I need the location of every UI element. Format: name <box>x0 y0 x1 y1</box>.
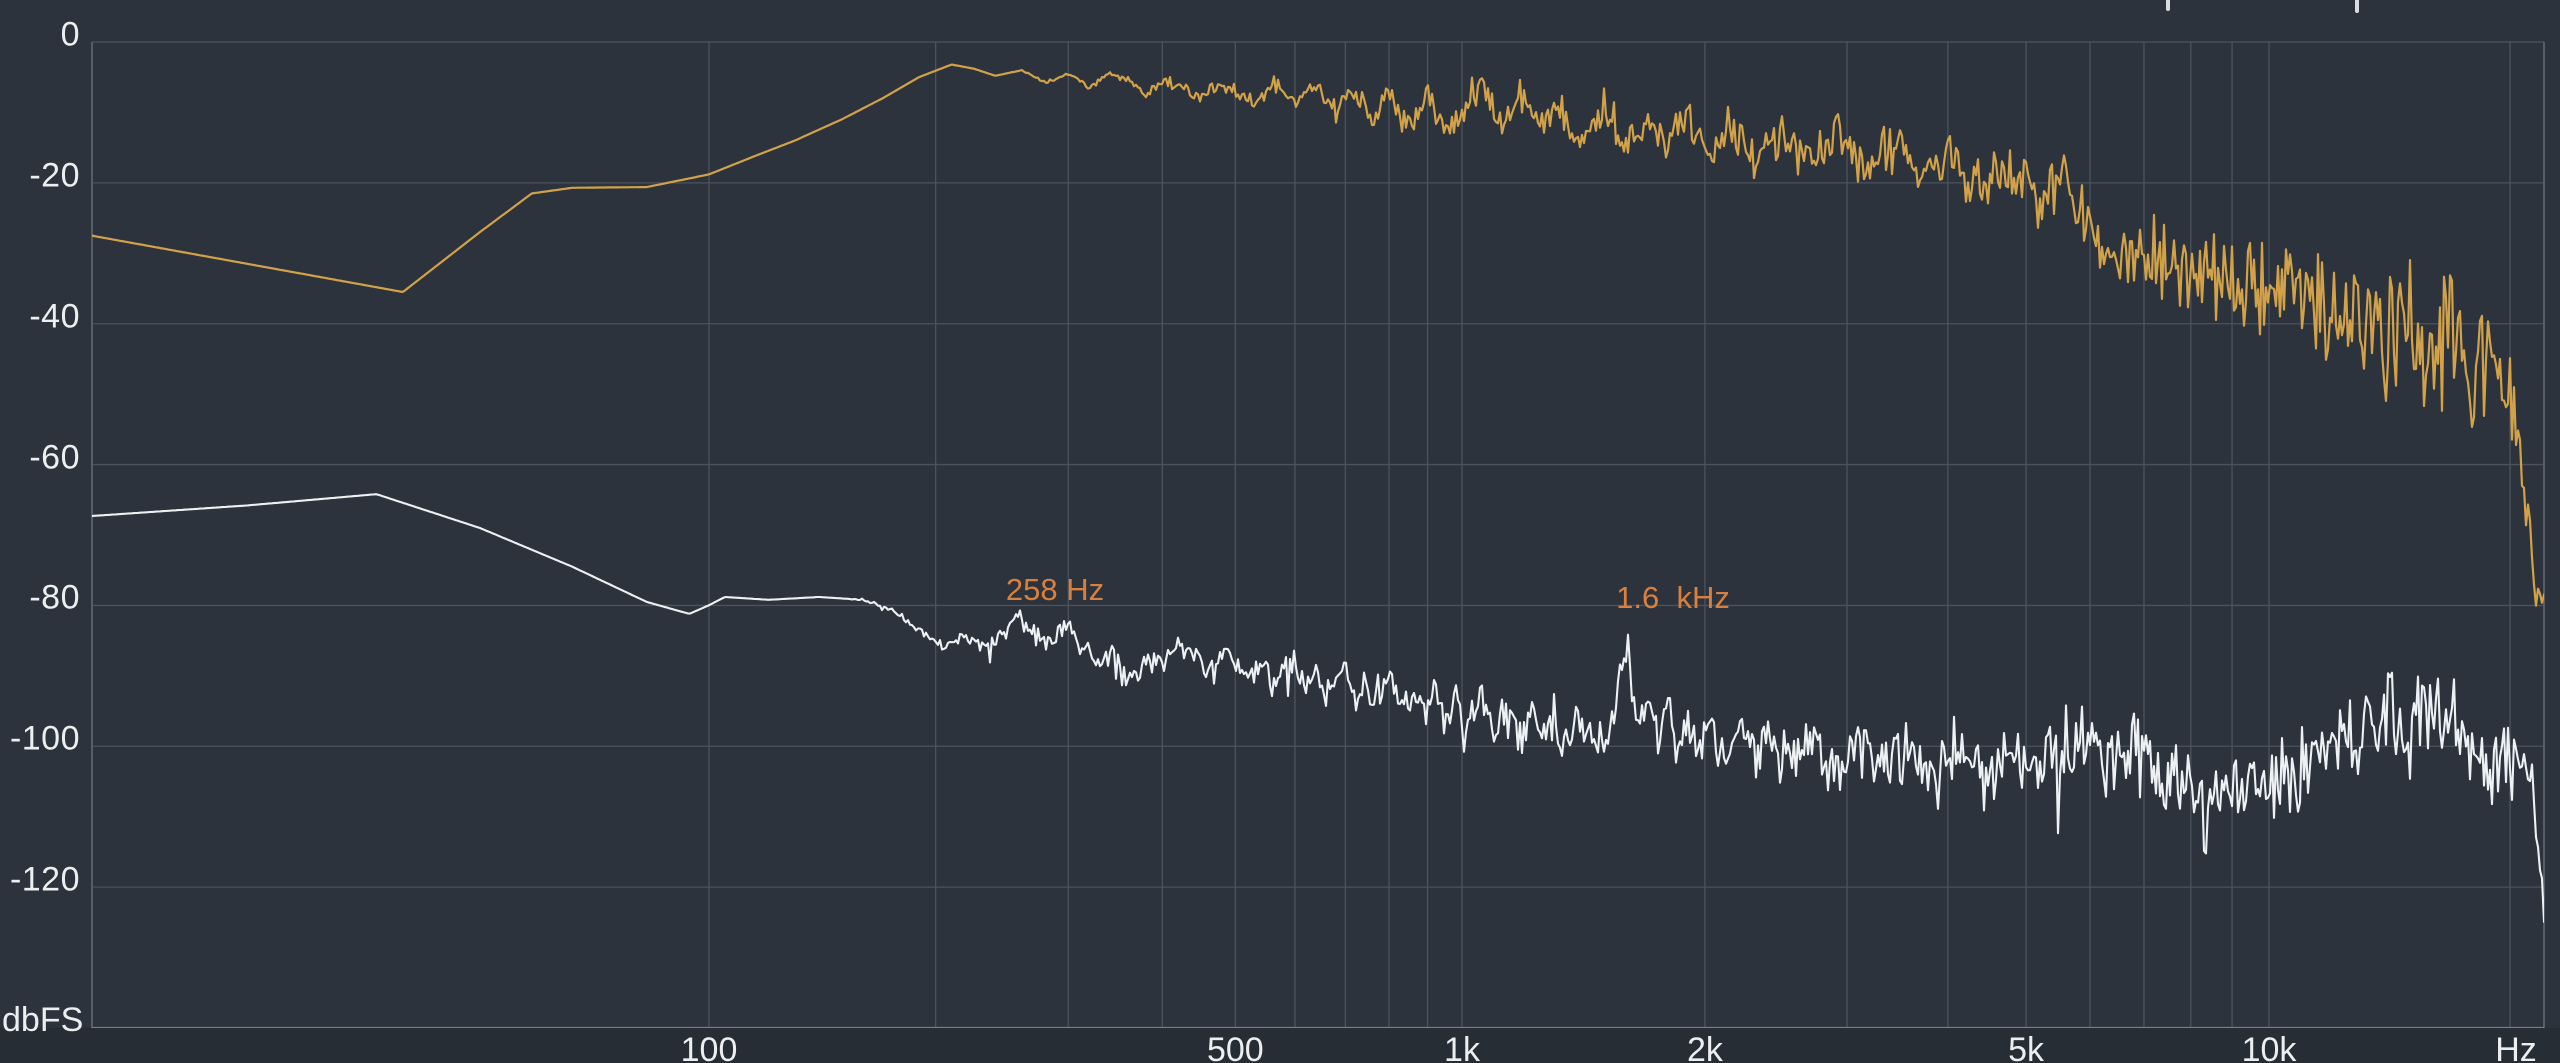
peak-annotation-1_6khz: 1.6 kHz <box>1616 580 1730 615</box>
cropped-text-descender-1 <box>2166 0 2170 11</box>
peak-annotation-258hz: 258 Hz <box>1005 572 1105 607</box>
x-tick-label-500: 500 <box>1206 1031 1264 1063</box>
x-tick-label-1k: 1k <box>1444 1031 1480 1063</box>
reference-trace-orange <box>92 63 2544 607</box>
y-tick-label-0: 0 <box>60 15 80 54</box>
x-tick-label-2k: 2k <box>1686 1031 1723 1063</box>
x-axis-unit-label: Hz <box>2495 1031 2537 1063</box>
y-axis-unit-label: dbFS <box>2 1001 84 1039</box>
y-tick-label--120: -120 <box>9 860 80 899</box>
y-tick-label--40: -40 <box>29 297 80 336</box>
x-tick-label-5k: 5k <box>2008 1031 2045 1063</box>
x-tick-label-10k: 10k <box>2241 1031 2297 1063</box>
y-tick-label--20: -20 <box>29 156 80 195</box>
cropped-text-descender-2 <box>2355 0 2359 13</box>
x-tick-label-100: 100 <box>680 1031 738 1063</box>
y-tick-label--80: -80 <box>29 578 80 617</box>
y-tick-label--100: -100 <box>9 719 80 758</box>
x-axis-strip <box>0 1028 2560 1063</box>
y-tick-label--60: -60 <box>29 438 80 477</box>
live-trace-white <box>92 493 2544 923</box>
